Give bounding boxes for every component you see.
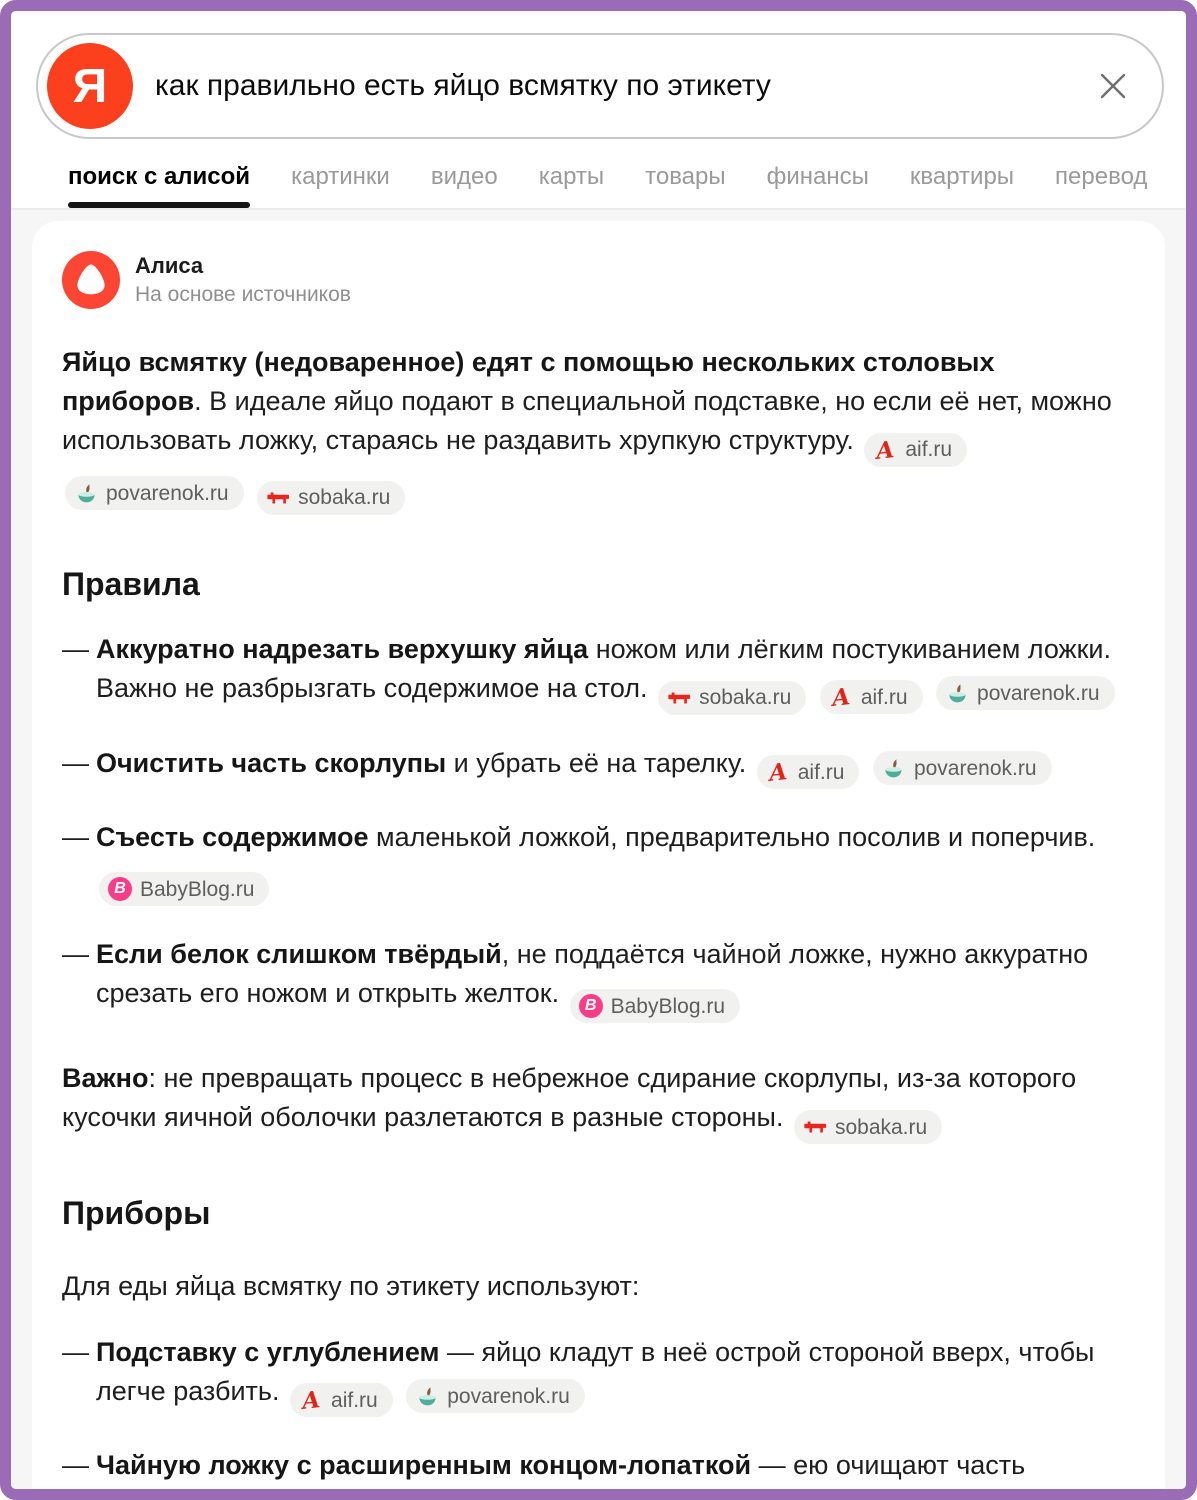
povarenok-ru-favicon-icon (415, 1384, 439, 1408)
list-item: — Очистить часть скорлупы и убрать её на… (62, 744, 1127, 792)
tab-translate[interactable]: перевод (1055, 163, 1148, 190)
bullet-dash: — (62, 633, 89, 664)
source-chip-label: aif.ru (797, 760, 845, 784)
source-chip-label: povarenok.ru (977, 681, 1100, 705)
close-icon (1100, 73, 1126, 99)
item-bold-text: Чайную ложку с расширенным концом-лопатк… (96, 1450, 752, 1481)
aif-ru-favicon-icon: A (767, 758, 789, 787)
answer-intro-paragraph: Яйцо всмятку (недоваренное) едят с помощ… (62, 343, 1127, 517)
babyblog-ru-favicon-icon: B (578, 994, 603, 1019)
sobaka-ru-favicon-icon (803, 1115, 827, 1139)
povarenok-ru-favicon-icon (882, 756, 906, 780)
note-bold-text: Важно (62, 1063, 149, 1094)
note-rest-text: : не превращать процесс в небрежное сдир… (62, 1063, 1077, 1133)
source-chip-label: BabyBlog.ru (140, 877, 255, 901)
source-chip-label: sobaka.ru (298, 486, 391, 509)
yandex-logo[interactable]: Я (47, 43, 133, 129)
results-area: Алиса На основе источников Яйцо всмятку … (11, 210, 1186, 1489)
source-chip-label: povarenok.ru (447, 1384, 570, 1408)
bullet-dash: — (62, 939, 89, 970)
source-chip-label: BabyBlog.ru (610, 994, 726, 1018)
alice-answer-card: Алиса На основе источников Яйцо всмятку … (32, 221, 1165, 1489)
aif-ru-favicon-icon: A (830, 683, 852, 712)
search-header: Я поиск с алисой картинки видео карты то… (11, 11, 1186, 208)
bullet-dash: — (62, 747, 89, 778)
list-item: — Чайную ложку с расширенным концом-лопа… (62, 1446, 1127, 1489)
item-bold-text: Если белок слишком твёрдый (96, 939, 502, 970)
babyblog-ru-favicon-icon: B (108, 877, 132, 902)
source-chip-povarenok[interactable]: povarenok.ru (872, 751, 1052, 786)
aif-ru-favicon-icon: A (300, 1385, 322, 1415)
source-chip-label: aif.ru (331, 1388, 378, 1412)
tab-images[interactable]: картинки (291, 163, 390, 190)
item-bold-text: Съесть содержимое (96, 822, 369, 853)
source-chip-povarenok[interactable]: povarenok.ru (406, 1379, 585, 1414)
alice-titles: Алиса На основе источников (135, 253, 351, 307)
source-chip-label: povarenok.ru (913, 756, 1037, 780)
source-chip-sobaka[interactable]: sobaka.ru (658, 680, 807, 715)
source-chip-povarenok[interactable]: povarenok.ru (936, 676, 1115, 711)
source-chip-label: sobaka.ru (834, 1115, 928, 1139)
item-rest-text: — ею очищают часть скорлупы и убирают её… (758, 1450, 1026, 1481)
povarenok-ru-favicon-icon (945, 681, 969, 705)
source-chip-label: aif.ru (905, 438, 953, 461)
item-rest-text: — яйцо кладут в неё острой стороной ввер… (96, 1336, 1095, 1406)
intro-bold-text: Яйцо всмятку (недоваренное) едят с помощ… (62, 347, 995, 416)
alice-name: Алиса (135, 253, 204, 278)
source-chip-babyblog[interactable]: B BabyBlog.ru (569, 989, 741, 1024)
search-bar[interactable]: Я (36, 33, 1164, 139)
source-chip-label: povarenok.ru (106, 481, 229, 505)
yandex-logo-letter: Я (72, 59, 108, 113)
alice-logo-icon (62, 251, 120, 309)
list-item: — Если белок слишком твёрдый, не поддаёт… (62, 935, 1127, 1025)
utensils-heading: Приборы (62, 1195, 211, 1232)
source-chip-sobaka[interactable]: sobaka.ru (793, 1110, 943, 1145)
tab-video[interactable]: видео (430, 163, 498, 190)
bullet-dash: — (62, 1336, 89, 1367)
item-rest-text: маленькой ложкой, предварительно посолив… (368, 822, 1096, 853)
tab-finance[interactable]: финансы (766, 163, 869, 190)
povarenok-ru-favicon-icon (74, 481, 98, 505)
aif-ru-favicon-icon: A (875, 435, 896, 464)
tab-apartments[interactable]: квартиры (909, 163, 1015, 190)
header-divider (11, 208, 1186, 210)
source-chip-babyblog[interactable]: B BabyBlog.ru (99, 872, 270, 907)
list-item: — Аккуратно надрезать верхушку яйца ножо… (62, 630, 1127, 717)
bullet-dash: — (62, 1450, 89, 1481)
item-bold-text: Аккуратно надрезать верхушку яйца (96, 633, 589, 664)
source-chip-sobaka[interactable]: sobaka.ru (257, 480, 406, 515)
intro-rest-text: . В идеале яйцо подают в специальной под… (62, 386, 1112, 455)
important-note: Важно: не превращать процесс в небрежное… (62, 1059, 1127, 1146)
tab-maps[interactable]: карты (538, 163, 605, 190)
utensils-intro: Для еды яйца всмятку по этикету использу… (62, 1270, 640, 1301)
source-chip-label: sobaka.ru (699, 686, 792, 710)
rules-heading: Правила (62, 565, 200, 602)
source-chip-label: aif.ru (860, 685, 908, 709)
clear-search-button[interactable] (1092, 65, 1134, 107)
list-item: — Подставку с углублением — яйцо кладут … (62, 1333, 1127, 1420)
search-input[interactable] (133, 69, 1092, 103)
sobaka-ru-favicon-icon (266, 486, 290, 510)
alice-header: Алиса На основе источников (62, 251, 1127, 309)
item-rest-text: ножом или лёгким постукиванием ложки. Ва… (96, 633, 1112, 703)
item-rest-text: и убрать её на тарелку. (446, 747, 747, 778)
sobaka-ru-favicon-icon (667, 686, 691, 710)
item-bold-text: Очистить часть скорлупы (96, 747, 447, 778)
tab-search-with-alice[interactable]: поиск с алисой (68, 163, 251, 208)
yandex-search-page: Я поиск с алисой картинки видео карты то… (11, 11, 1186, 1489)
search-tab-bar: поиск с алисой картинки видео карты това… (36, 139, 1164, 208)
item-bold-text: Подставку с углублением (96, 1336, 440, 1367)
list-item: — Съесть содержимое маленькой ложкой, пр… (62, 818, 1127, 908)
source-chip-povarenok[interactable]: povarenok.ru (65, 476, 244, 510)
alice-subtitle: На основе источников (135, 283, 351, 306)
bullet-dash: — (62, 822, 89, 853)
tab-goods[interactable]: товары (645, 163, 726, 190)
item-rest-text: , не поддаётся чайной ложке, нужно аккур… (96, 939, 1089, 1009)
